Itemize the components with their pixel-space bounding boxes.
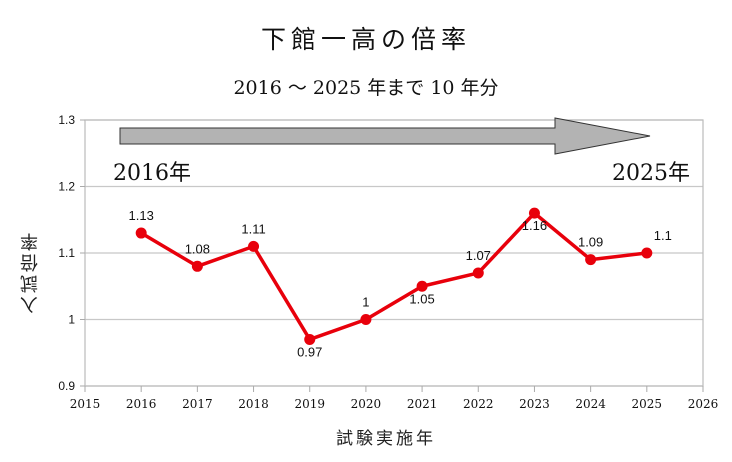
y-tick-label: 1.2 [58,180,75,194]
gridlines [84,119,704,387]
data-point [360,314,372,325]
x-tick-label: 2018 [238,397,269,411]
data-point [641,247,653,259]
axes: 0.9 1 1.1 1.2 1.3 2015 2016 2017 2018 2019 2020 202… [58,113,718,411]
data-label: 1.09 [578,235,603,250]
x-tick-label: 2015 [70,397,101,411]
data-label: 1 [362,295,369,310]
data-point [472,267,484,279]
y-tick-label: 1.1 [58,246,75,260]
x-tick-label: 2020 [351,397,382,411]
series-polyline [140,211,648,342]
data-label: 1.1 [654,228,672,243]
x-axis-label: 試験実施年 [336,429,436,449]
data-label: 1.11 [241,221,265,236]
data-label: 1.13 [129,208,154,223]
series-line: 1.13 1.08 1.11 0.97 1 1.05 1.07 1.16 1.09 1.1 [129,207,672,359]
data-point [528,207,540,219]
data-label: 1.08 [185,241,210,256]
x-tick-label: 2016 [126,397,157,411]
data-label: 1.07 [466,248,491,263]
x-tick-label: 2026 [688,397,719,411]
data-point [416,280,428,292]
timeline-arrow-annotation: 2016年 2025年 [113,117,690,186]
arrow-shape [119,117,651,155]
y-tick-label: 1.3 [58,113,75,127]
data-point [585,254,597,266]
x-tick-label: 2017 [182,397,213,411]
data-label: 1.05 [409,291,434,306]
x-tick-label: 2024 [575,397,606,411]
chart-subtitle: 2016 ～ 2025 年まで 10 年分 [233,77,499,99]
x-tick-label: 2023 [519,397,550,411]
y-tick-label: 0.9 [58,379,75,393]
y-tick-label: 1 [68,313,75,327]
arrow-end-label: 2025年 [612,161,690,186]
arrow-start-label: 2016年 [113,161,191,186]
data-point [304,333,316,345]
x-tick-label: 2025 [632,397,663,411]
x-tick-label: 2022 [463,397,494,411]
data-point [191,260,203,272]
data-point [135,227,147,239]
data-point [248,240,260,252]
x-tick-label: 2019 [294,397,325,411]
data-label: 1.16 [522,218,547,233]
data-label: 0.97 [297,344,322,359]
chart-title: 下館一高の倍率 [260,25,471,54]
x-tick-label: 2021 [407,397,438,411]
